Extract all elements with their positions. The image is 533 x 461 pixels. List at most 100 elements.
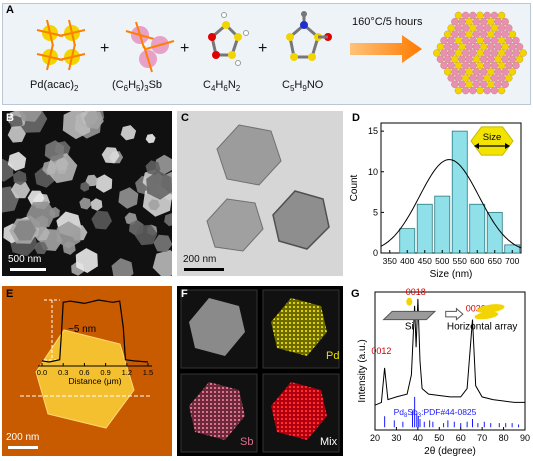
- panel-g-letter: G: [351, 288, 360, 300]
- panel-a-letter: A: [6, 4, 14, 16]
- reagent-c4: C4H6N2: [203, 79, 241, 94]
- atom: [479, 30, 488, 38]
- nanoplate: [91, 210, 112, 230]
- profile-x-tick-label: 0.9: [100, 368, 110, 377]
- nanoplate: [111, 258, 134, 276]
- atom: [454, 49, 463, 57]
- atom: [505, 24, 513, 32]
- size-inset-label: Size: [483, 132, 501, 143]
- nanoplate: [7, 126, 26, 143]
- atom: [451, 43, 459, 51]
- atom: [501, 68, 509, 76]
- atom: [501, 80, 509, 88]
- atom: [451, 30, 459, 38]
- atom: [447, 24, 455, 32]
- atom: [505, 36, 513, 45]
- atom: [476, 74, 484, 82]
- atom: [461, 49, 470, 57]
- y-tick-label: 10: [368, 167, 378, 177]
- atom: [451, 80, 459, 88]
- nanoplate: [83, 111, 104, 130]
- nanoplate: [13, 220, 37, 241]
- nanoplate: [9, 115, 23, 130]
- y-tick-label: 0: [373, 248, 378, 258]
- nanoplate: [152, 249, 172, 276]
- atom: [454, 11, 463, 20]
- y-tick-label: 5: [373, 207, 378, 217]
- atom: [490, 24, 499, 32]
- xrd-pattern-line: [374, 298, 525, 406]
- panel-e-scale-label: 200 nm: [6, 432, 40, 443]
- c5h9no-molecule-icon: [286, 11, 332, 61]
- atom: [501, 55, 509, 63]
- panel-d-letter: D: [352, 112, 360, 124]
- atom: [454, 36, 463, 45]
- atom: [497, 74, 506, 82]
- nanoplate: [18, 111, 42, 122]
- atom: [461, 36, 470, 45]
- atom: [490, 61, 499, 70]
- x-tick-label: 400: [400, 256, 414, 266]
- atom: [447, 49, 455, 57]
- atom: [458, 68, 466, 76]
- x-tick-label: 700: [505, 256, 519, 266]
- profile-x-tick-label: 0.0: [37, 368, 47, 377]
- histogram-bar: [486, 211, 503, 254]
- size-arrowhead-left: [474, 143, 479, 149]
- atom: [469, 86, 477, 95]
- atom: [476, 49, 484, 57]
- atom: [465, 55, 473, 63]
- atom: [472, 18, 481, 26]
- nanoplate: [153, 234, 172, 253]
- nanoplate: [62, 241, 76, 255]
- nanoplate: [135, 224, 158, 246]
- afm-image: 0.0 0.3 0.6 0.9 1.2 1.5 Distance (μm) ~5 nm: [20, 299, 153, 429]
- si-substrate-icon: [382, 310, 437, 321]
- atom: [497, 49, 506, 57]
- droplet-icon: [406, 297, 413, 306]
- plus-3: +: [258, 40, 268, 57]
- nanoplate: [34, 242, 48, 255]
- atom: [483, 74, 491, 82]
- atom: [469, 61, 477, 70]
- panel-b-scale-label: 500 nm: [8, 254, 42, 265]
- atom: [483, 49, 491, 57]
- panel-b-scalebar: [10, 268, 46, 271]
- reference-label-part: Pd: [394, 407, 405, 417]
- histogram-bar: [451, 130, 468, 254]
- atom: [469, 11, 477, 20]
- atom: [443, 68, 452, 76]
- size-arrowhead-right: [505, 143, 510, 149]
- profile-x-tick-label: 0.3: [58, 368, 68, 377]
- atom: [465, 43, 473, 51]
- eds-label-sb: Sb: [240, 436, 254, 448]
- plus-2: +: [180, 40, 190, 57]
- atom: [508, 30, 517, 38]
- x-tick-label: 500: [435, 256, 449, 266]
- height-label: ~5 nm: [68, 324, 96, 335]
- nanoplate: [148, 199, 160, 211]
- atom: [451, 55, 459, 63]
- atom: [458, 18, 466, 26]
- tem-image: [206, 124, 330, 252]
- y-axis-label: Intensity (a.u.): [357, 339, 368, 402]
- atom: [515, 55, 524, 63]
- atom: [490, 11, 499, 20]
- atom: [454, 61, 463, 70]
- atom: [487, 18, 495, 26]
- reagent-pd: Pd(acac)2: [30, 79, 79, 94]
- atom: [487, 30, 495, 38]
- peak-label: 0018: [406, 287, 426, 297]
- histogram-bar: [416, 203, 433, 254]
- histogram-bar: [434, 195, 451, 254]
- x-tick-label: 450: [418, 256, 432, 266]
- profile-x-axis-label: Distance (μm): [68, 376, 121, 386]
- atom: [494, 18, 502, 26]
- atom: [497, 11, 506, 20]
- atom: [465, 18, 473, 26]
- atom: [440, 61, 448, 70]
- atom: [508, 43, 517, 51]
- atom: [515, 43, 524, 51]
- atom: [440, 49, 448, 57]
- nanoplate: [33, 225, 50, 241]
